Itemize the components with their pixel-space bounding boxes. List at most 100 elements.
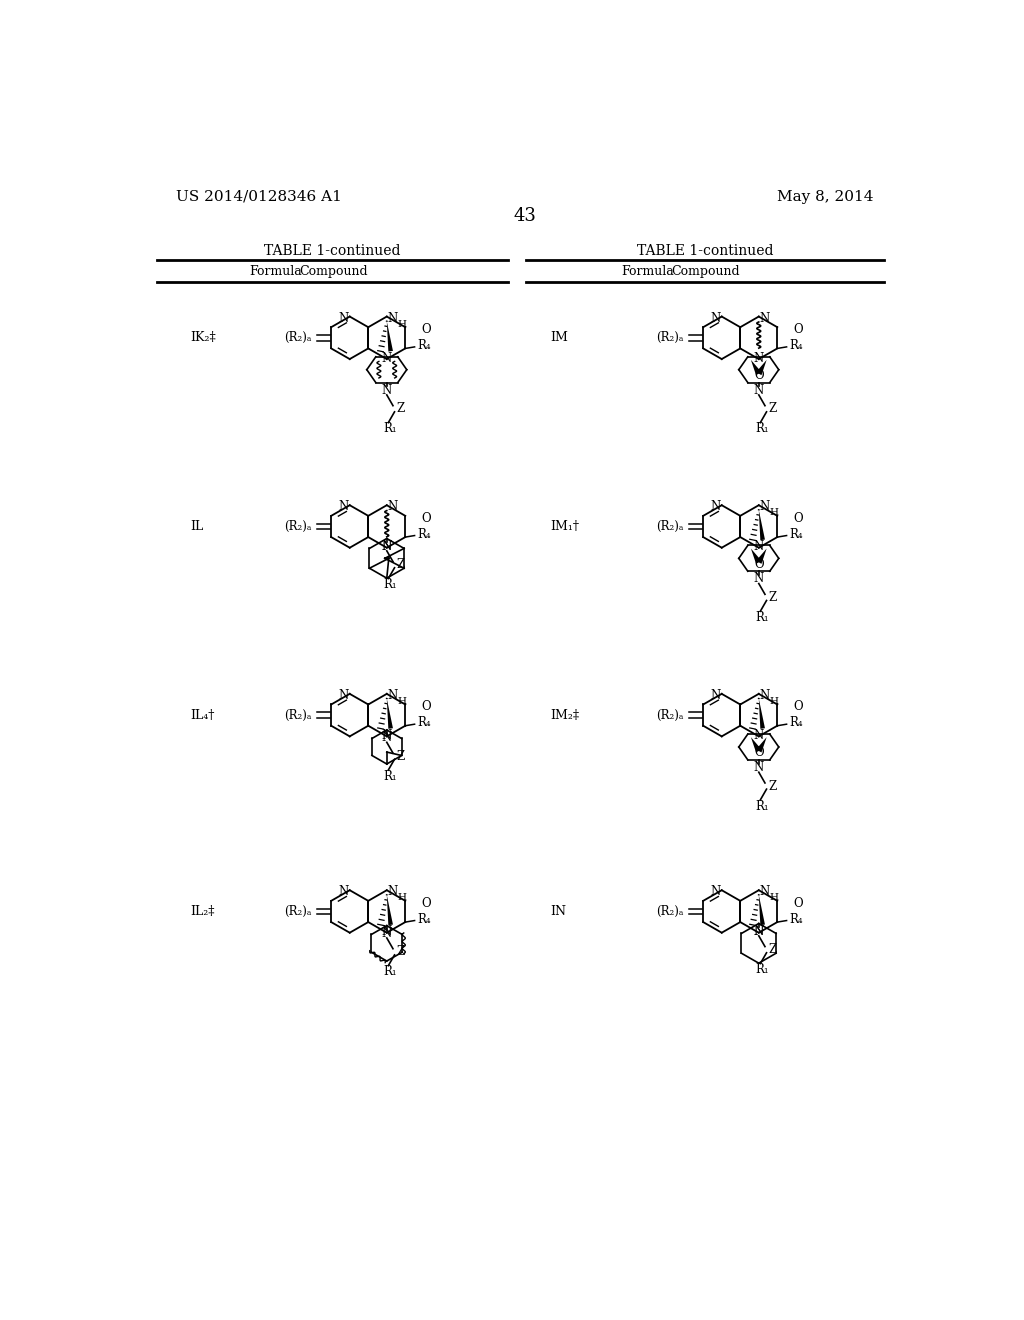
Text: R₁: R₁ (756, 611, 769, 624)
Text: IM₁†: IM₁† (550, 520, 580, 533)
Text: O: O (422, 512, 431, 524)
Text: (R₂)ₐ: (R₂)ₐ (656, 709, 684, 722)
Text: N: N (711, 500, 721, 513)
Text: N: N (760, 886, 770, 898)
Text: (R₂)ₐ: (R₂)ₐ (656, 331, 684, 345)
Text: R₄: R₄ (790, 528, 803, 540)
Text: R₄: R₄ (418, 912, 431, 925)
Text: N: N (382, 352, 392, 364)
Text: Z: Z (768, 403, 776, 416)
Text: H: H (770, 894, 778, 903)
Text: N: N (711, 886, 721, 898)
Polygon shape (756, 360, 767, 375)
Text: R₄: R₄ (418, 528, 431, 540)
Text: Z: Z (768, 591, 776, 605)
Text: N: N (754, 540, 764, 553)
Text: (R₂)ₐ: (R₂)ₐ (285, 520, 312, 533)
Text: N: N (387, 689, 397, 702)
Text: R₄: R₄ (418, 717, 431, 729)
Text: N: N (382, 384, 392, 397)
Text: O: O (794, 323, 803, 337)
Polygon shape (759, 895, 765, 925)
Text: R₁: R₁ (756, 422, 769, 436)
Text: N: N (382, 927, 392, 940)
Text: N: N (387, 500, 397, 513)
Text: N: N (382, 731, 392, 744)
Text: N: N (754, 925, 764, 937)
Text: N: N (339, 500, 349, 513)
Text: H: H (770, 508, 778, 517)
Text: N: N (711, 312, 721, 325)
Text: IL₄†: IL₄† (190, 709, 214, 722)
Text: Z: Z (396, 750, 404, 763)
Text: N: N (754, 729, 764, 742)
Text: O: O (422, 701, 431, 713)
Text: N: N (339, 689, 349, 702)
Text: N: N (760, 312, 770, 325)
Text: TABLE 1-continued: TABLE 1-continued (637, 244, 773, 257)
Polygon shape (759, 510, 765, 540)
Polygon shape (751, 737, 762, 752)
Text: Compound: Compound (299, 265, 368, 279)
Text: N: N (387, 312, 397, 325)
Text: N: N (387, 886, 397, 898)
Text: N: N (754, 352, 764, 364)
Text: US 2014/0128346 A1: US 2014/0128346 A1 (176, 190, 342, 203)
Polygon shape (756, 549, 767, 564)
Text: R₁: R₁ (384, 770, 397, 783)
Text: Z: Z (396, 558, 404, 572)
Text: TABLE 1-continued: TABLE 1-continued (264, 244, 400, 257)
Text: N: N (382, 729, 392, 742)
Text: Z: Z (768, 780, 776, 792)
Text: (R₂)ₐ: (R₂)ₐ (285, 906, 312, 917)
Text: 43: 43 (513, 207, 537, 226)
Text: IL₂‡: IL₂‡ (190, 906, 214, 917)
Text: N: N (754, 573, 764, 586)
Polygon shape (387, 895, 393, 925)
Text: May 8, 2014: May 8, 2014 (777, 190, 873, 203)
Text: R₄: R₄ (418, 339, 431, 352)
Text: Formula: Formula (621, 265, 674, 279)
Text: IN: IN (550, 906, 566, 917)
Text: N: N (382, 540, 392, 553)
Text: Z: Z (768, 944, 776, 956)
Text: N: N (339, 312, 349, 325)
Text: O: O (422, 896, 431, 909)
Text: N: N (382, 540, 392, 553)
Text: N: N (754, 925, 764, 939)
Text: R₁: R₁ (384, 965, 397, 978)
Polygon shape (387, 698, 393, 729)
Text: Compound: Compound (671, 265, 739, 279)
Text: R₄: R₄ (790, 912, 803, 925)
Text: O: O (754, 370, 764, 381)
Text: IK₂‡: IK₂‡ (190, 331, 216, 345)
Text: N: N (339, 886, 349, 898)
Text: Formula: Formula (249, 265, 302, 279)
Text: H: H (397, 894, 407, 903)
Text: IL: IL (190, 520, 203, 533)
Polygon shape (751, 360, 762, 375)
Text: O: O (794, 896, 803, 909)
Text: R₄: R₄ (790, 339, 803, 352)
Text: R₁: R₁ (756, 800, 769, 813)
Polygon shape (751, 549, 762, 564)
Text: (R₂)ₐ: (R₂)ₐ (285, 331, 312, 345)
Polygon shape (756, 737, 767, 752)
Text: O: O (422, 323, 431, 337)
Text: R₁: R₁ (384, 578, 397, 591)
Text: O: O (754, 746, 764, 759)
Text: (R₂)ₐ: (R₂)ₐ (285, 709, 312, 722)
Text: IM: IM (550, 331, 568, 345)
Text: H: H (397, 319, 407, 329)
Polygon shape (387, 321, 393, 351)
Text: (R₂)ₐ: (R₂)ₐ (656, 906, 684, 917)
Text: N: N (711, 689, 721, 702)
Text: N: N (754, 762, 764, 774)
Text: N: N (760, 689, 770, 702)
Text: R₁: R₁ (384, 422, 397, 436)
Text: Z: Z (396, 945, 404, 958)
Text: IM₂‡: IM₂‡ (550, 709, 580, 722)
Polygon shape (759, 698, 765, 729)
Text: Z: Z (396, 403, 404, 416)
Text: H: H (397, 697, 407, 706)
